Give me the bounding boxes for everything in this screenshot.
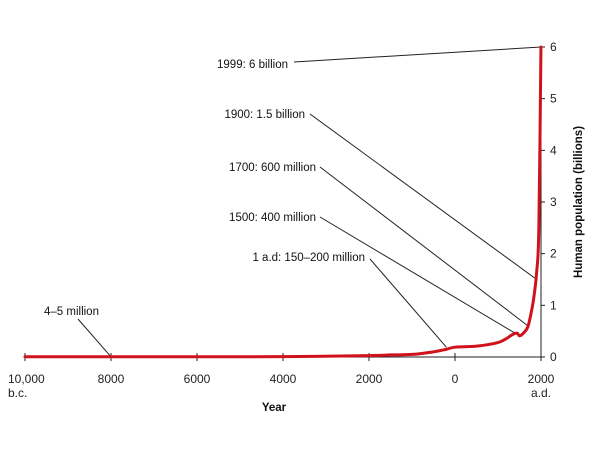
y-tick-label: 3 xyxy=(550,195,557,209)
population-series-line xyxy=(23,45,543,359)
annotation-leader-line xyxy=(369,258,447,348)
annotation-label: 1900: 1.5 billion xyxy=(224,109,305,121)
x-tick-sublabel: a.d. xyxy=(531,386,551,400)
annotation-leaders xyxy=(77,46,541,358)
y-tick-label: 5 xyxy=(550,92,557,106)
x-tick-sublabel: b.c. xyxy=(8,386,27,400)
annotation-label: 4–5 million xyxy=(44,306,99,318)
annotation-leader-line xyxy=(77,318,112,358)
x-tick-label: 4000 xyxy=(270,372,297,386)
y-axis-title: Human population (billions) xyxy=(573,126,585,278)
annotation-leader-line xyxy=(319,166,529,327)
y-tick-label: 0 xyxy=(550,350,557,364)
x-tick-label: 10,000 xyxy=(8,372,45,386)
annotation-label: 1 a.d: 150–200 million xyxy=(252,252,365,264)
annotation-labels: 4–5 million 1 a.d: 150–200 million 1500: 4… xyxy=(44,59,365,318)
axes xyxy=(25,47,542,358)
annotation-leader-line xyxy=(293,46,541,63)
x-tick-label: 2000 xyxy=(356,372,383,386)
y-tick-label: 6 xyxy=(550,40,557,54)
annotation-label: 1999: 6 billion xyxy=(217,59,288,71)
annotation-leader-line xyxy=(319,216,520,337)
x-tick-label: 6000 xyxy=(184,372,211,386)
annotation-label: 1500: 400 million xyxy=(229,212,316,224)
x-tick-label: 0 xyxy=(452,372,459,386)
x-tick-label: 2000 xyxy=(528,372,555,386)
y-ticks: 0 1 2 3 4 5 6 xyxy=(541,40,557,364)
x-axis-title: Year xyxy=(262,402,287,414)
x-tick-label: 8000 xyxy=(98,372,125,386)
y-tick-label: 2 xyxy=(550,247,557,261)
y-tick-label: 1 xyxy=(550,298,557,312)
annotation-label: 1700: 600 million xyxy=(229,162,316,174)
annotation-leader-line xyxy=(309,113,537,280)
y-tick-label: 4 xyxy=(550,143,557,157)
